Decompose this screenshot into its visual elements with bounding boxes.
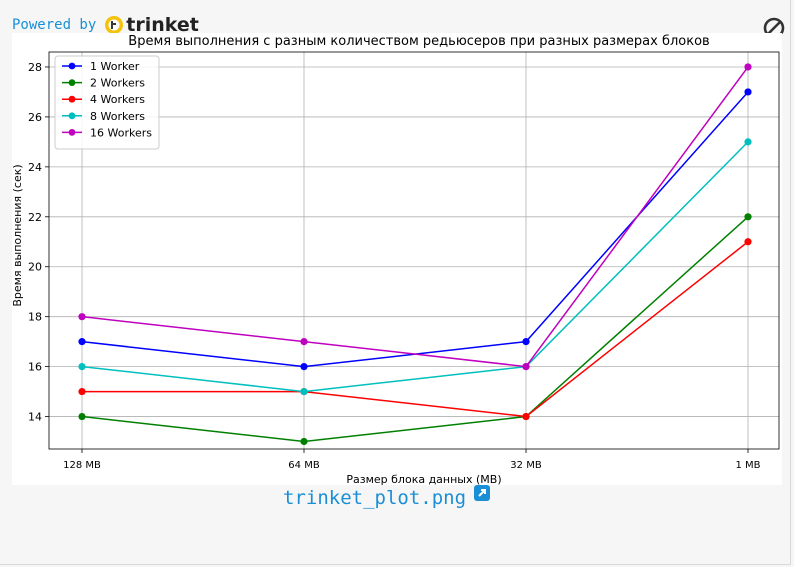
brand[interactable]: trinket	[104, 14, 199, 36]
data-point	[300, 387, 308, 396]
legend-marker	[68, 95, 76, 103]
y-tick-label: 16	[28, 361, 42, 374]
powered-by-trinket[interactable]: Powered by trinket	[12, 14, 199, 36]
legend-label: 2 Workers	[90, 77, 145, 90]
legend-marker	[68, 112, 76, 120]
legend-label: 8 Workers	[90, 110, 145, 123]
data-point	[744, 238, 752, 246]
data-point	[522, 338, 530, 346]
y-axis-label: Время выполнения (сек)	[12, 164, 24, 306]
x-axis-label: Размер блока данных (МВ)	[346, 473, 501, 485]
data-point	[300, 363, 308, 371]
legend-box	[54, 55, 160, 150]
plot-area: 14 16 18 20 22 24 26 28 128 MB 64 MB 32 MB 1 MB Врем…	[12, 33, 782, 485]
data-point	[744, 63, 752, 71]
y-tick-label: 28	[28, 61, 42, 74]
x-tick-label: 1 MB	[735, 460, 760, 471]
y-tick-label: 24	[28, 161, 42, 174]
data-point	[78, 412, 86, 421]
brand-name: trinket	[126, 14, 199, 36]
series-line-5	[81, 66, 749, 368]
line-chart: 14 16 18 20 22 24 26 28 128 MB 64 MB 32 MB 1 MB Врем…	[12, 34, 780, 485]
data-point	[744, 213, 752, 221]
data-point	[522, 363, 530, 371]
legend-label: 16 Workers	[90, 126, 152, 139]
y-tick-label: 26	[28, 111, 42, 124]
powered-by-label: Powered by	[12, 17, 97, 33]
data-point	[744, 138, 752, 146]
series-line-4	[81, 141, 749, 393]
axes-frame	[48, 51, 780, 450]
y-tick-label: 22	[28, 211, 42, 224]
data-point	[300, 338, 308, 346]
legend-marker	[68, 129, 76, 136]
legend-marker	[68, 62, 76, 70]
y-tick-label: 18	[28, 311, 42, 324]
data-point	[300, 437, 308, 446]
x-tick-label: 128 MB	[63, 460, 101, 471]
chart-title: Время выполнения с разным количеством ре…	[128, 34, 709, 49]
plot-file-link[interactable]: trinket_plot.png	[283, 485, 491, 509]
legend-label: 4 Workers	[90, 93, 145, 106]
data-point	[78, 313, 86, 321]
legend-label: 1 Worker	[90, 60, 140, 73]
series-line-1	[81, 91, 749, 368]
data-point	[744, 88, 752, 96]
y-tick-label: 20	[28, 261, 42, 274]
open-external-icon[interactable]	[474, 485, 491, 501]
series-line-3	[82, 241, 749, 418]
x-tick-label: 32 MB	[510, 460, 542, 471]
x-tick-label: 64 MB	[288, 460, 320, 471]
legend-marker	[68, 79, 76, 86]
data-point	[78, 338, 86, 346]
trinket-logo-icon	[105, 16, 124, 34]
series-line-2	[81, 216, 749, 443]
y-tick-label: 14	[28, 411, 42, 424]
data-point	[522, 412, 530, 421]
data-point	[78, 363, 86, 371]
data-point	[78, 387, 86, 396]
file-name[interactable]: trinket_plot.png	[283, 487, 467, 509]
